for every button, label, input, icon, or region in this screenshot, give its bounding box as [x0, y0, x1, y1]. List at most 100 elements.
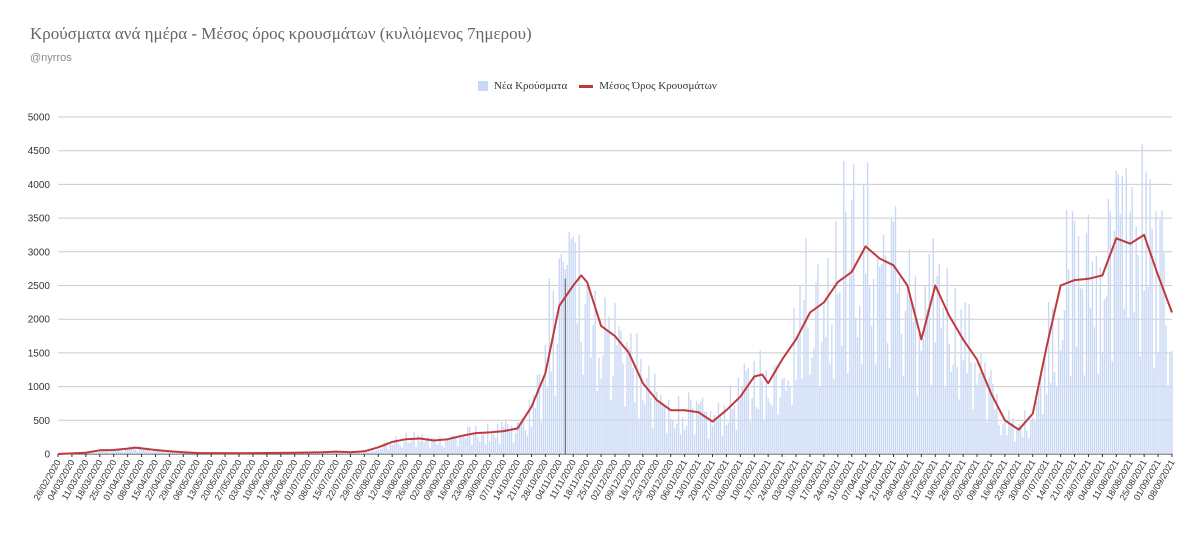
bar	[634, 402, 636, 454]
bar	[886, 343, 889, 454]
bar	[793, 307, 795, 454]
bar	[401, 447, 403, 454]
bar	[735, 429, 738, 454]
bar	[496, 423, 499, 454]
bar	[481, 434, 483, 454]
bar	[622, 363, 624, 454]
bar	[626, 342, 628, 454]
bar	[371, 448, 374, 454]
bar	[839, 292, 841, 454]
bar	[902, 375, 905, 454]
bar	[413, 432, 415, 454]
bar	[749, 421, 751, 454]
bar	[841, 345, 843, 454]
bar	[745, 370, 747, 454]
bar	[962, 360, 964, 454]
bar	[130, 448, 133, 454]
bar	[329, 452, 332, 454]
bar	[853, 164, 855, 454]
bar	[1077, 235, 1080, 454]
bar	[813, 348, 815, 454]
bar	[433, 438, 435, 454]
bar	[546, 387, 549, 454]
bar	[506, 424, 509, 454]
bar	[381, 448, 383, 454]
bar	[717, 403, 720, 454]
bar	[757, 408, 759, 454]
bar	[502, 426, 505, 454]
bar	[1014, 441, 1016, 454]
bar	[876, 258, 879, 454]
bar	[833, 379, 835, 454]
bar	[642, 400, 644, 454]
bar	[677, 396, 680, 454]
bar	[900, 333, 903, 454]
bar	[1026, 430, 1028, 454]
bar	[890, 218, 893, 454]
bar	[809, 374, 811, 454]
bar	[862, 184, 865, 454]
bar	[747, 368, 749, 454]
bar	[666, 432, 668, 454]
bar	[624, 406, 626, 454]
bar	[610, 399, 612, 454]
bar	[383, 442, 385, 454]
bar	[590, 357, 592, 454]
bar	[723, 405, 726, 454]
bar	[475, 425, 477, 454]
bar	[407, 442, 409, 454]
bar	[904, 311, 907, 454]
bar	[673, 427, 676, 454]
bar	[1133, 311, 1135, 454]
y-tick-label: 500	[33, 416, 50, 427]
bar	[164, 452, 167, 454]
bar	[1059, 350, 1062, 454]
bar	[1119, 214, 1121, 454]
bar	[767, 398, 769, 454]
bar	[656, 391, 658, 454]
bar	[1091, 261, 1094, 454]
bar	[552, 290, 555, 454]
bar	[331, 453, 334, 454]
bar	[154, 451, 157, 454]
bar	[984, 362, 986, 454]
bar	[439, 436, 441, 454]
bar	[1145, 171, 1147, 455]
bar	[124, 449, 127, 454]
bar	[1143, 290, 1145, 454]
bar	[604, 297, 606, 454]
bar	[918, 333, 921, 454]
bar	[578, 234, 580, 454]
bar	[393, 441, 395, 454]
bar	[335, 451, 338, 454]
bar	[974, 362, 976, 454]
bar	[1042, 414, 1044, 454]
bar	[441, 445, 443, 454]
bar	[1010, 424, 1012, 454]
bar	[1016, 429, 1018, 454]
bar	[1032, 417, 1034, 454]
bar	[373, 451, 375, 454]
bar	[548, 278, 551, 454]
bar	[1169, 352, 1171, 454]
bar	[783, 377, 785, 454]
bar	[606, 330, 608, 454]
bar	[980, 352, 982, 454]
bar	[343, 452, 346, 454]
bar	[787, 380, 789, 454]
bar	[160, 449, 163, 454]
bar	[128, 445, 131, 454]
bar	[944, 387, 946, 454]
bar	[369, 451, 372, 454]
bar	[357, 452, 360, 454]
bar	[536, 374, 539, 454]
bar	[1163, 252, 1165, 454]
bar	[1167, 385, 1169, 454]
bar	[150, 451, 153, 454]
bar	[580, 342, 582, 454]
y-tick-label: 5000	[28, 113, 51, 124]
bar	[759, 350, 761, 454]
bar	[524, 430, 527, 454]
bar	[855, 317, 857, 454]
bar	[560, 254, 562, 454]
